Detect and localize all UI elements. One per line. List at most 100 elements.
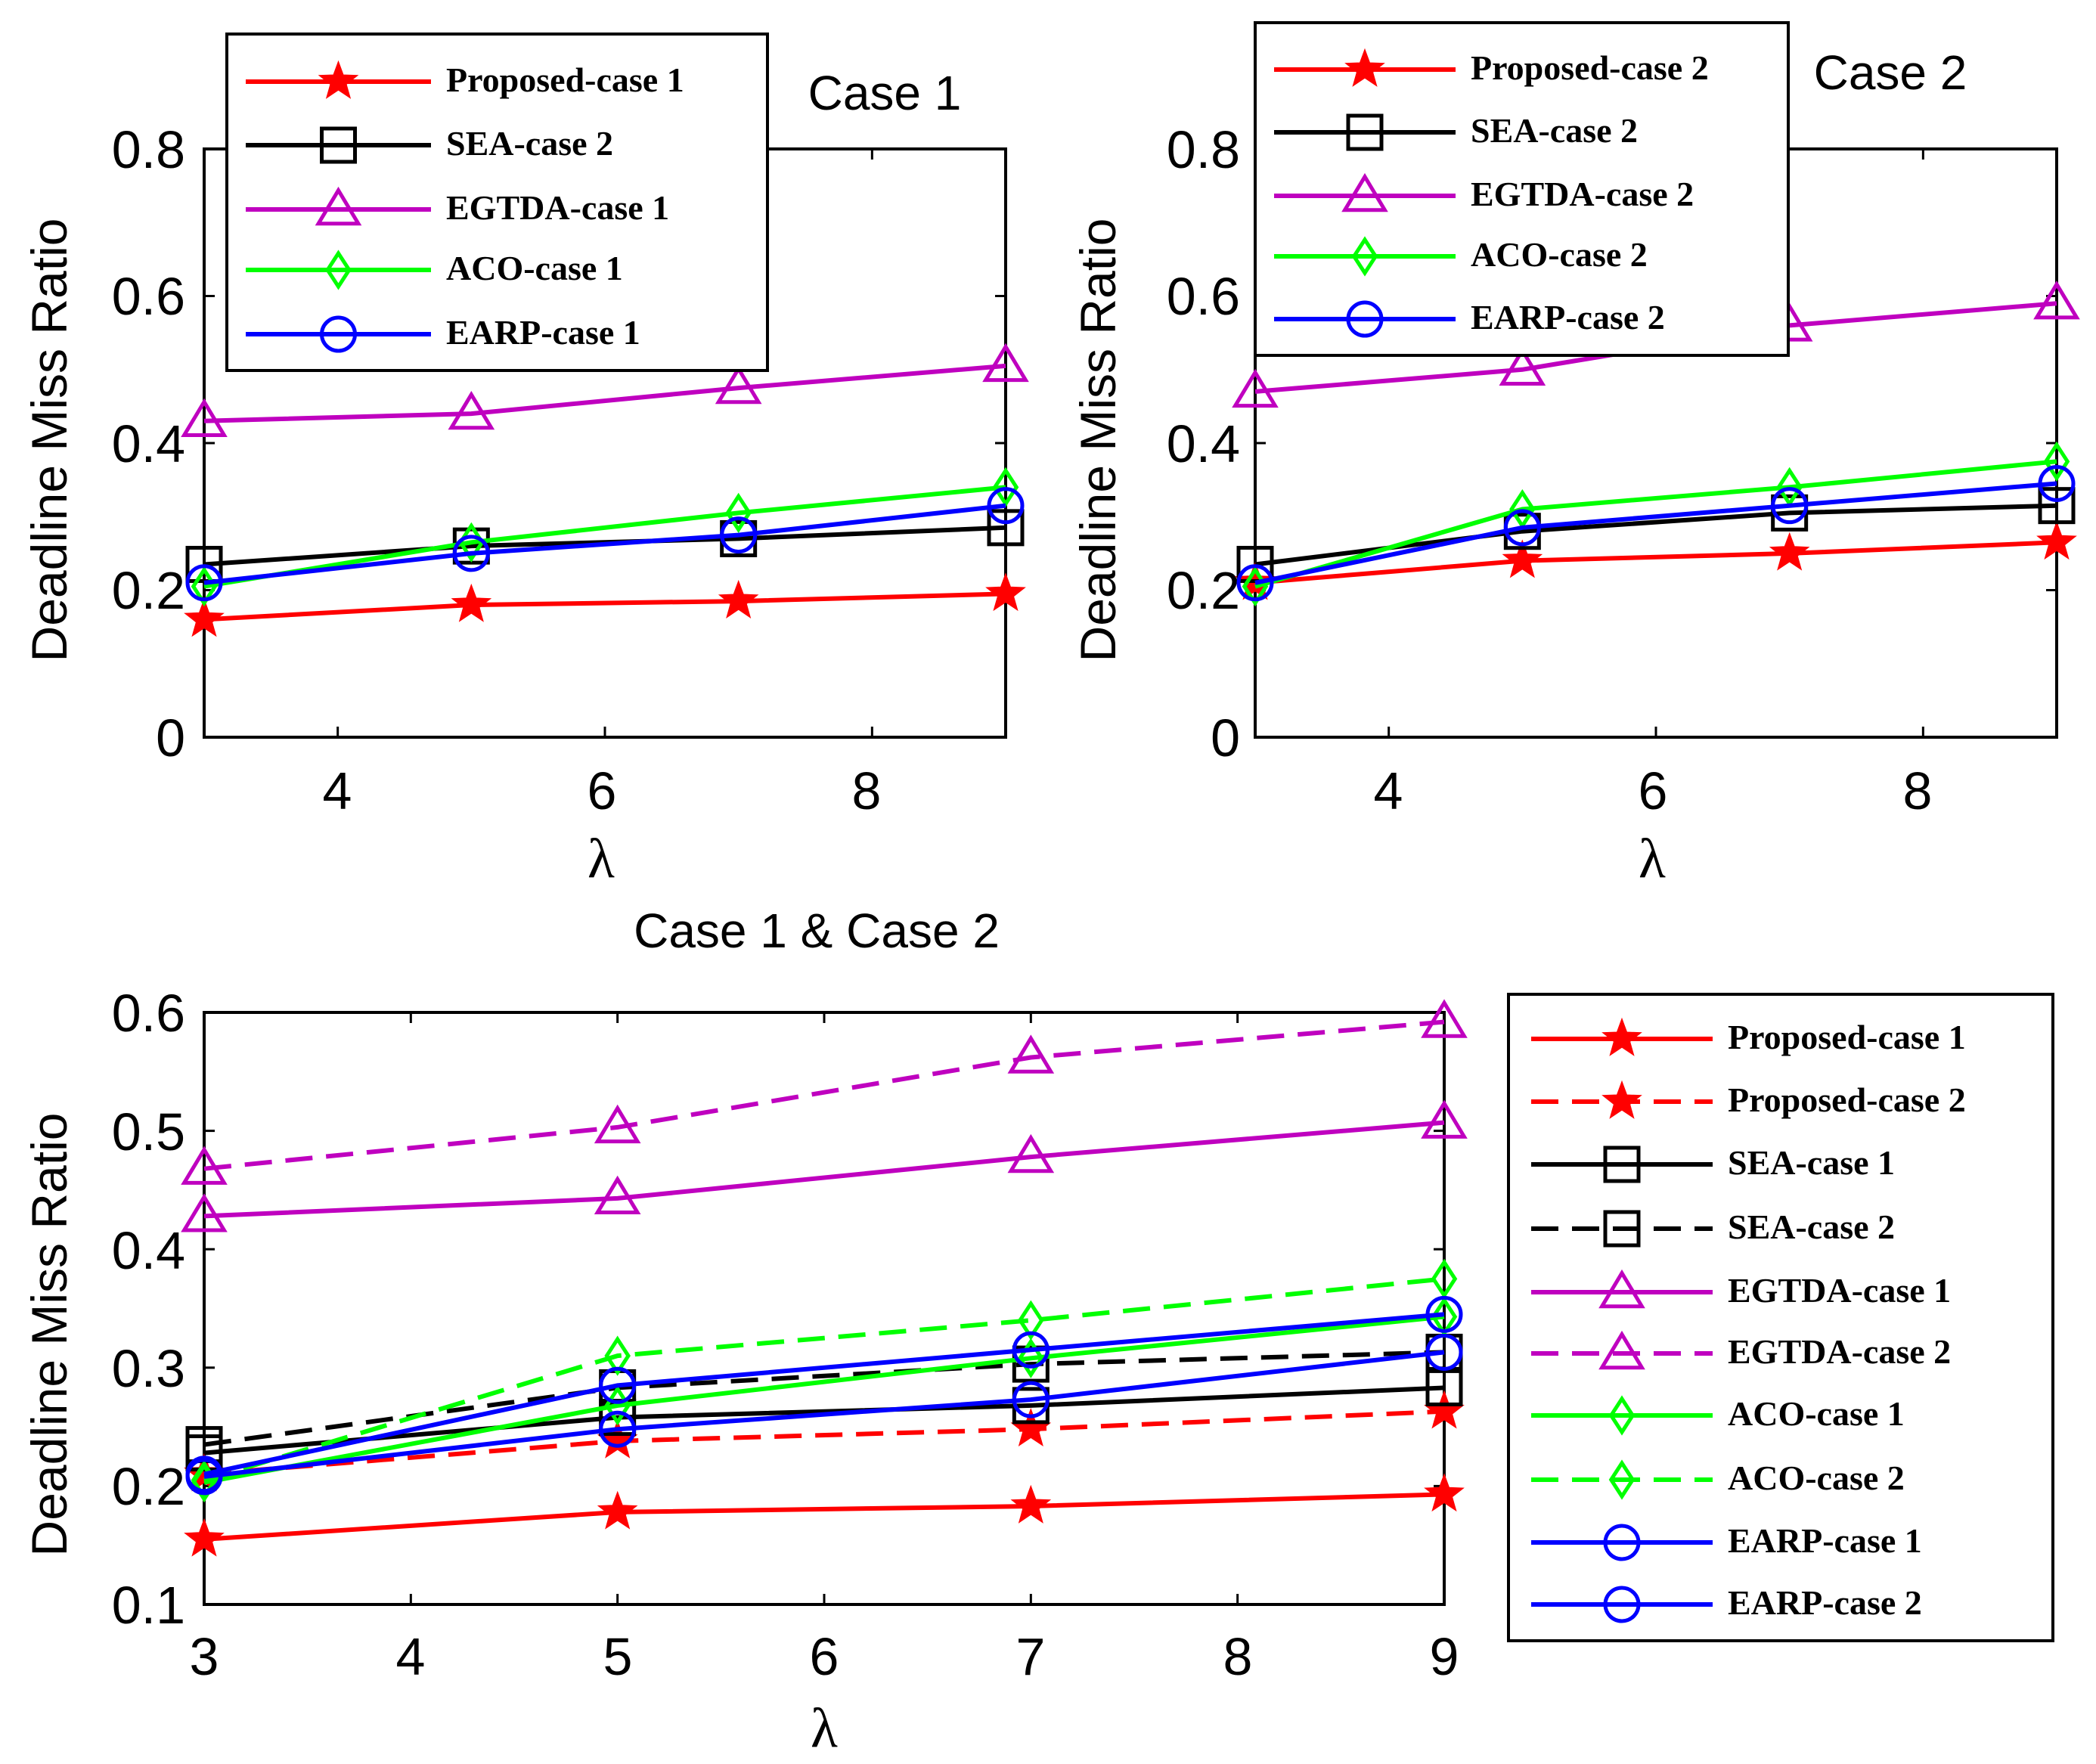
- chart-case-2: Case 2 Deadline Miss Ratio λ 0 0.2 0.4 0…: [1070, 21, 2080, 890]
- y-axis-label: Deadline Miss Ratio: [1070, 219, 1126, 662]
- legend-sample-marker: [1603, 1210, 1641, 1248]
- x-tick-label: 7: [1016, 1627, 1046, 1686]
- y-tick-label: 0.2: [112, 561, 185, 620]
- legend-entry: SEA-case 2: [1728, 1208, 1895, 1246]
- legend-entry: SEA-case 2: [1471, 111, 1638, 150]
- series-line: [203, 1019, 1445, 1171]
- legend-entry: ACO-case 1: [446, 249, 623, 287]
- legend-sample: [1274, 48, 1456, 87]
- legend-entry: Proposed-case 1: [446, 60, 684, 99]
- data-point-marker: [184, 598, 225, 637]
- data-point-marker: [1007, 1133, 1055, 1173]
- legend-sample: [1531, 1210, 1713, 1248]
- data-point-marker: [181, 1146, 228, 1185]
- series-line: [1254, 459, 2057, 589]
- y-tick-label: 0.3: [112, 1339, 185, 1398]
- legend-entry: EARP-case 2: [1471, 298, 1665, 336]
- series-line: [203, 1314, 1445, 1485]
- x-tick-label: 6: [810, 1627, 839, 1686]
- x-axis-label: λ: [1639, 828, 1666, 890]
- y-tick-label: 0.8: [1167, 120, 1240, 179]
- data-point-marker: [1424, 1473, 1465, 1512]
- legend-entry: SEA-case 2: [446, 124, 613, 163]
- data-point-marker: [2038, 464, 2076, 502]
- data-point-marker: [184, 1518, 225, 1557]
- y-tick-label: 0.4: [112, 1221, 185, 1280]
- data-point-marker: [2043, 441, 2070, 482]
- legend-sample: [246, 60, 431, 99]
- legend-sample: [1531, 1459, 1713, 1500]
- legend-sample: [1531, 1080, 1713, 1119]
- y-tick-label: 0.6: [112, 267, 185, 326]
- series-line: [203, 1350, 1445, 1479]
- data-point-marker: [987, 487, 1025, 525]
- series-line: [203, 1385, 1445, 1456]
- data-point-marker: [725, 492, 752, 533]
- series-line: [1254, 540, 2057, 585]
- x-tick-label: 6: [1639, 761, 1668, 820]
- y-tick-label: 0: [156, 708, 185, 767]
- y-tick-label: 0.4: [112, 414, 185, 473]
- data-point-marker: [599, 1366, 637, 1404]
- data-point-marker: [185, 564, 223, 602]
- legend-sample: [1531, 1269, 1713, 1309]
- data-point-marker: [1421, 999, 1468, 1038]
- data-point-marker: [1425, 1295, 1463, 1333]
- data-point-marker: [1007, 1034, 1055, 1074]
- data-point-marker: [718, 579, 759, 618]
- legend-sample: [246, 186, 431, 226]
- chart-case-1: Case 1 Deadline Miss Ratio λ 0 0.2 0.4 0…: [21, 33, 1029, 890]
- data-point-marker: [599, 1410, 637, 1448]
- data-point-marker: [594, 1175, 641, 1215]
- data-point-marker: [448, 390, 495, 430]
- y-tick-label: 0.5: [112, 1102, 185, 1161]
- legend-entry: Proposed-case 1: [1728, 1018, 1966, 1056]
- y-axis-label: Deadline Miss Ratio: [21, 1113, 77, 1557]
- legend-sample: [1274, 113, 1456, 151]
- y-axis-label: Deadline Miss Ratio: [21, 219, 77, 662]
- series-line: [203, 1409, 1445, 1477]
- y-tick-label: 0.1: [112, 1576, 185, 1635]
- data-point-marker: [1012, 1345, 1050, 1383]
- legend-entry: Proposed-case 2: [1471, 48, 1709, 87]
- data-point-marker: [1421, 1099, 1468, 1139]
- x-tick-label: 4: [323, 761, 352, 820]
- series-line: [1254, 481, 2057, 585]
- data-point-marker: [594, 1104, 641, 1144]
- legend-sample-marker: [1608, 1459, 1636, 1500]
- data-point-marker: [1771, 487, 1809, 525]
- data-point-marker: [1431, 1258, 1458, 1299]
- data-point-marker: [1503, 509, 1541, 547]
- x-tick-label: 4: [396, 1627, 426, 1686]
- legend-box: [225, 33, 769, 372]
- chart-case-1-and-2: Case 1 & Case 2 Deadline Miss Ratio λ 0.…: [21, 904, 2054, 1759]
- data-point-marker: [181, 398, 228, 438]
- plot-area: [1232, 147, 2080, 739]
- legend-sample: [1274, 236, 1456, 277]
- data-point-marker: [597, 1490, 638, 1530]
- x-tick-labels: 4 6 8: [323, 761, 882, 820]
- chart-title: Case 1: [808, 66, 962, 120]
- legend-sample: [1531, 1586, 1713, 1623]
- data-point-marker: [1431, 1296, 1458, 1338]
- legend-sample-marker: [1603, 1524, 1641, 1561]
- legend-entry: ACO-case 2: [1728, 1459, 1905, 1497]
- data-point-marker: [715, 364, 762, 405]
- x-tick-labels: 3 4 5 6 7 8 9: [190, 1627, 1459, 1686]
- legend-sample-marker: [320, 315, 357, 353]
- legend: Proposed-case 1 SEA-case 2 EGTDA-case 1 …: [225, 33, 769, 372]
- legend-sample-marker: [1341, 172, 1388, 212]
- series-line: [203, 503, 1006, 585]
- legend-sample: [246, 126, 431, 164]
- x-axis-label: λ: [588, 828, 615, 890]
- legend-sample-marker: [318, 60, 359, 99]
- legend-entry: EARP-case 1: [1728, 1521, 1922, 1560]
- data-point-marker: [1012, 1381, 1050, 1418]
- legend-sample: [246, 250, 431, 290]
- legend-entry: EGTDA-case 1: [1728, 1271, 1951, 1310]
- x-tick-label: 8: [1903, 761, 1933, 820]
- legend-entry: EARP-case 1: [446, 313, 640, 352]
- legend-entry: Proposed-case 2: [1728, 1080, 1966, 1119]
- legend-sample: [1531, 1395, 1713, 1436]
